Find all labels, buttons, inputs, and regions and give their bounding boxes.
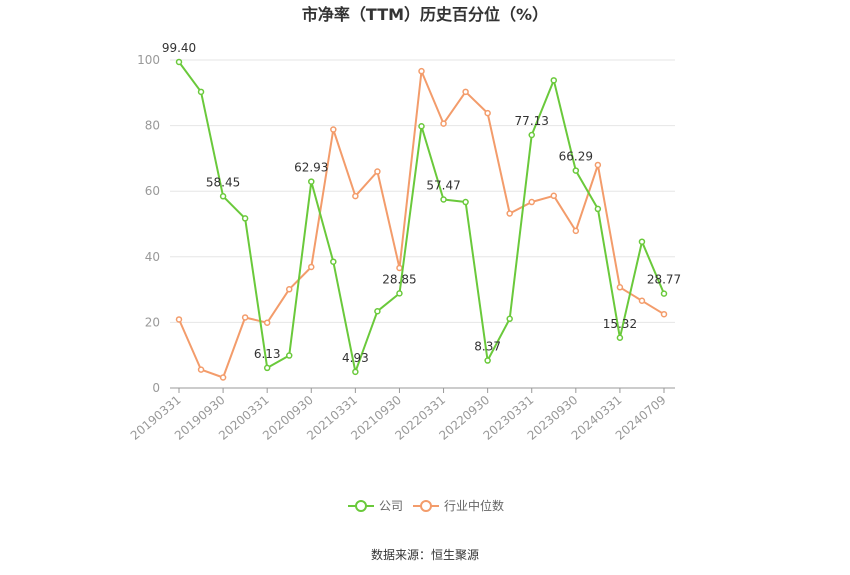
- data-label-4: 6.13: [254, 347, 281, 361]
- point-0-16: [528, 131, 535, 139]
- point-1-1: [197, 366, 205, 373]
- series-line-1: [178, 70, 665, 379]
- point-0-11: [418, 123, 425, 130]
- point-0-22: [660, 290, 668, 297]
- point-0-20: [616, 334, 624, 342]
- point-0-21: [638, 238, 646, 245]
- point-1-11: [418, 67, 425, 75]
- point-0-19: [594, 205, 602, 213]
- point-0-0: [175, 58, 183, 66]
- point-0-13: [462, 198, 469, 206]
- y-tick-label-1: 20: [145, 315, 160, 329]
- point-0-17: [550, 77, 558, 84]
- legend-label-company: 公司: [379, 499, 403, 513]
- data-label-12: 57.47: [426, 178, 460, 192]
- point-1-20: [616, 284, 624, 291]
- point-0-8: [352, 368, 359, 376]
- series-1: [175, 67, 668, 381]
- point-1-16: [528, 198, 535, 206]
- point-0-9: [374, 307, 381, 315]
- y-tick-label-5: 100: [137, 53, 160, 67]
- point-1-3: [241, 314, 249, 321]
- chart-title: 市净率（TTM）历史百分位（%）: [302, 5, 548, 24]
- point-0-14: [484, 357, 491, 364]
- series-layer: [175, 58, 668, 381]
- point-1-6: [308, 263, 315, 271]
- point-1-21: [638, 297, 646, 305]
- legend-item-industry[interactable]: 行业中位数: [413, 498, 504, 513]
- grid-lines: [170, 59, 675, 323]
- legend-item-company[interactable]: 公司: [348, 499, 403, 513]
- point-1-17: [550, 192, 558, 200]
- point-1-22: [660, 310, 668, 318]
- y-tick-label-3: 60: [145, 184, 160, 198]
- point-0-1: [197, 88, 205, 96]
- point-0-15: [506, 315, 513, 323]
- series-0: [175, 58, 668, 376]
- data-label-22: 28.77: [647, 273, 681, 287]
- point-0-10: [396, 290, 403, 297]
- point-1-19: [594, 161, 602, 169]
- point-1-2: [219, 374, 227, 381]
- point-0-18: [572, 167, 580, 174]
- data-label-10: 28.85: [382, 272, 416, 286]
- y-tick-label-2: 40: [145, 250, 160, 264]
- data-label-14: 8.37: [474, 340, 501, 354]
- legend-swatch-company-marker: [355, 500, 367, 512]
- point-1-4: [263, 319, 271, 326]
- point-1-5: [285, 286, 293, 293]
- data-label-2: 58.45: [206, 175, 240, 189]
- point-1-10: [396, 264, 403, 272]
- y-tick-label-4: 80: [145, 119, 160, 133]
- data-label-20: 15.32: [603, 317, 637, 331]
- point-0-6: [308, 178, 315, 185]
- point-1-18: [572, 227, 580, 235]
- point-1-0: [175, 316, 183, 323]
- series-line-0: [178, 61, 665, 373]
- point-1-9: [374, 168, 381, 175]
- point-0-2: [219, 193, 227, 200]
- data-label-6: 62.93: [294, 161, 328, 175]
- point-0-7: [330, 258, 337, 265]
- point-0-3: [241, 215, 249, 222]
- legend: 公司 行业中位数: [348, 498, 504, 513]
- point-1-15: [506, 210, 513, 217]
- data-label-8: 4.93: [342, 351, 369, 365]
- legend-swatch-industry-marker: [420, 500, 432, 512]
- point-1-14: [484, 109, 491, 117]
- point-0-12: [440, 196, 447, 203]
- point-0-4: [263, 364, 271, 372]
- point-1-7: [330, 126, 337, 133]
- point-1-13: [462, 88, 469, 96]
- legend-label-industry: 行业中位数: [444, 498, 504, 513]
- point-0-5: [285, 352, 293, 359]
- data-label-16: 77.13: [515, 114, 549, 128]
- point-1-8: [352, 192, 359, 200]
- point-1-12: [440, 120, 447, 127]
- data-source: 数据来源：恒生聚源: [371, 547, 479, 562]
- data-labels: 99.40 58.45 6.13 62.93 4.93 28.85 57.47 8.37 77.…: [162, 41, 681, 365]
- y-tick-label-0: 0: [152, 381, 160, 395]
- data-label-0: 99.40: [162, 41, 196, 55]
- data-label-18: 66.29: [559, 150, 593, 164]
